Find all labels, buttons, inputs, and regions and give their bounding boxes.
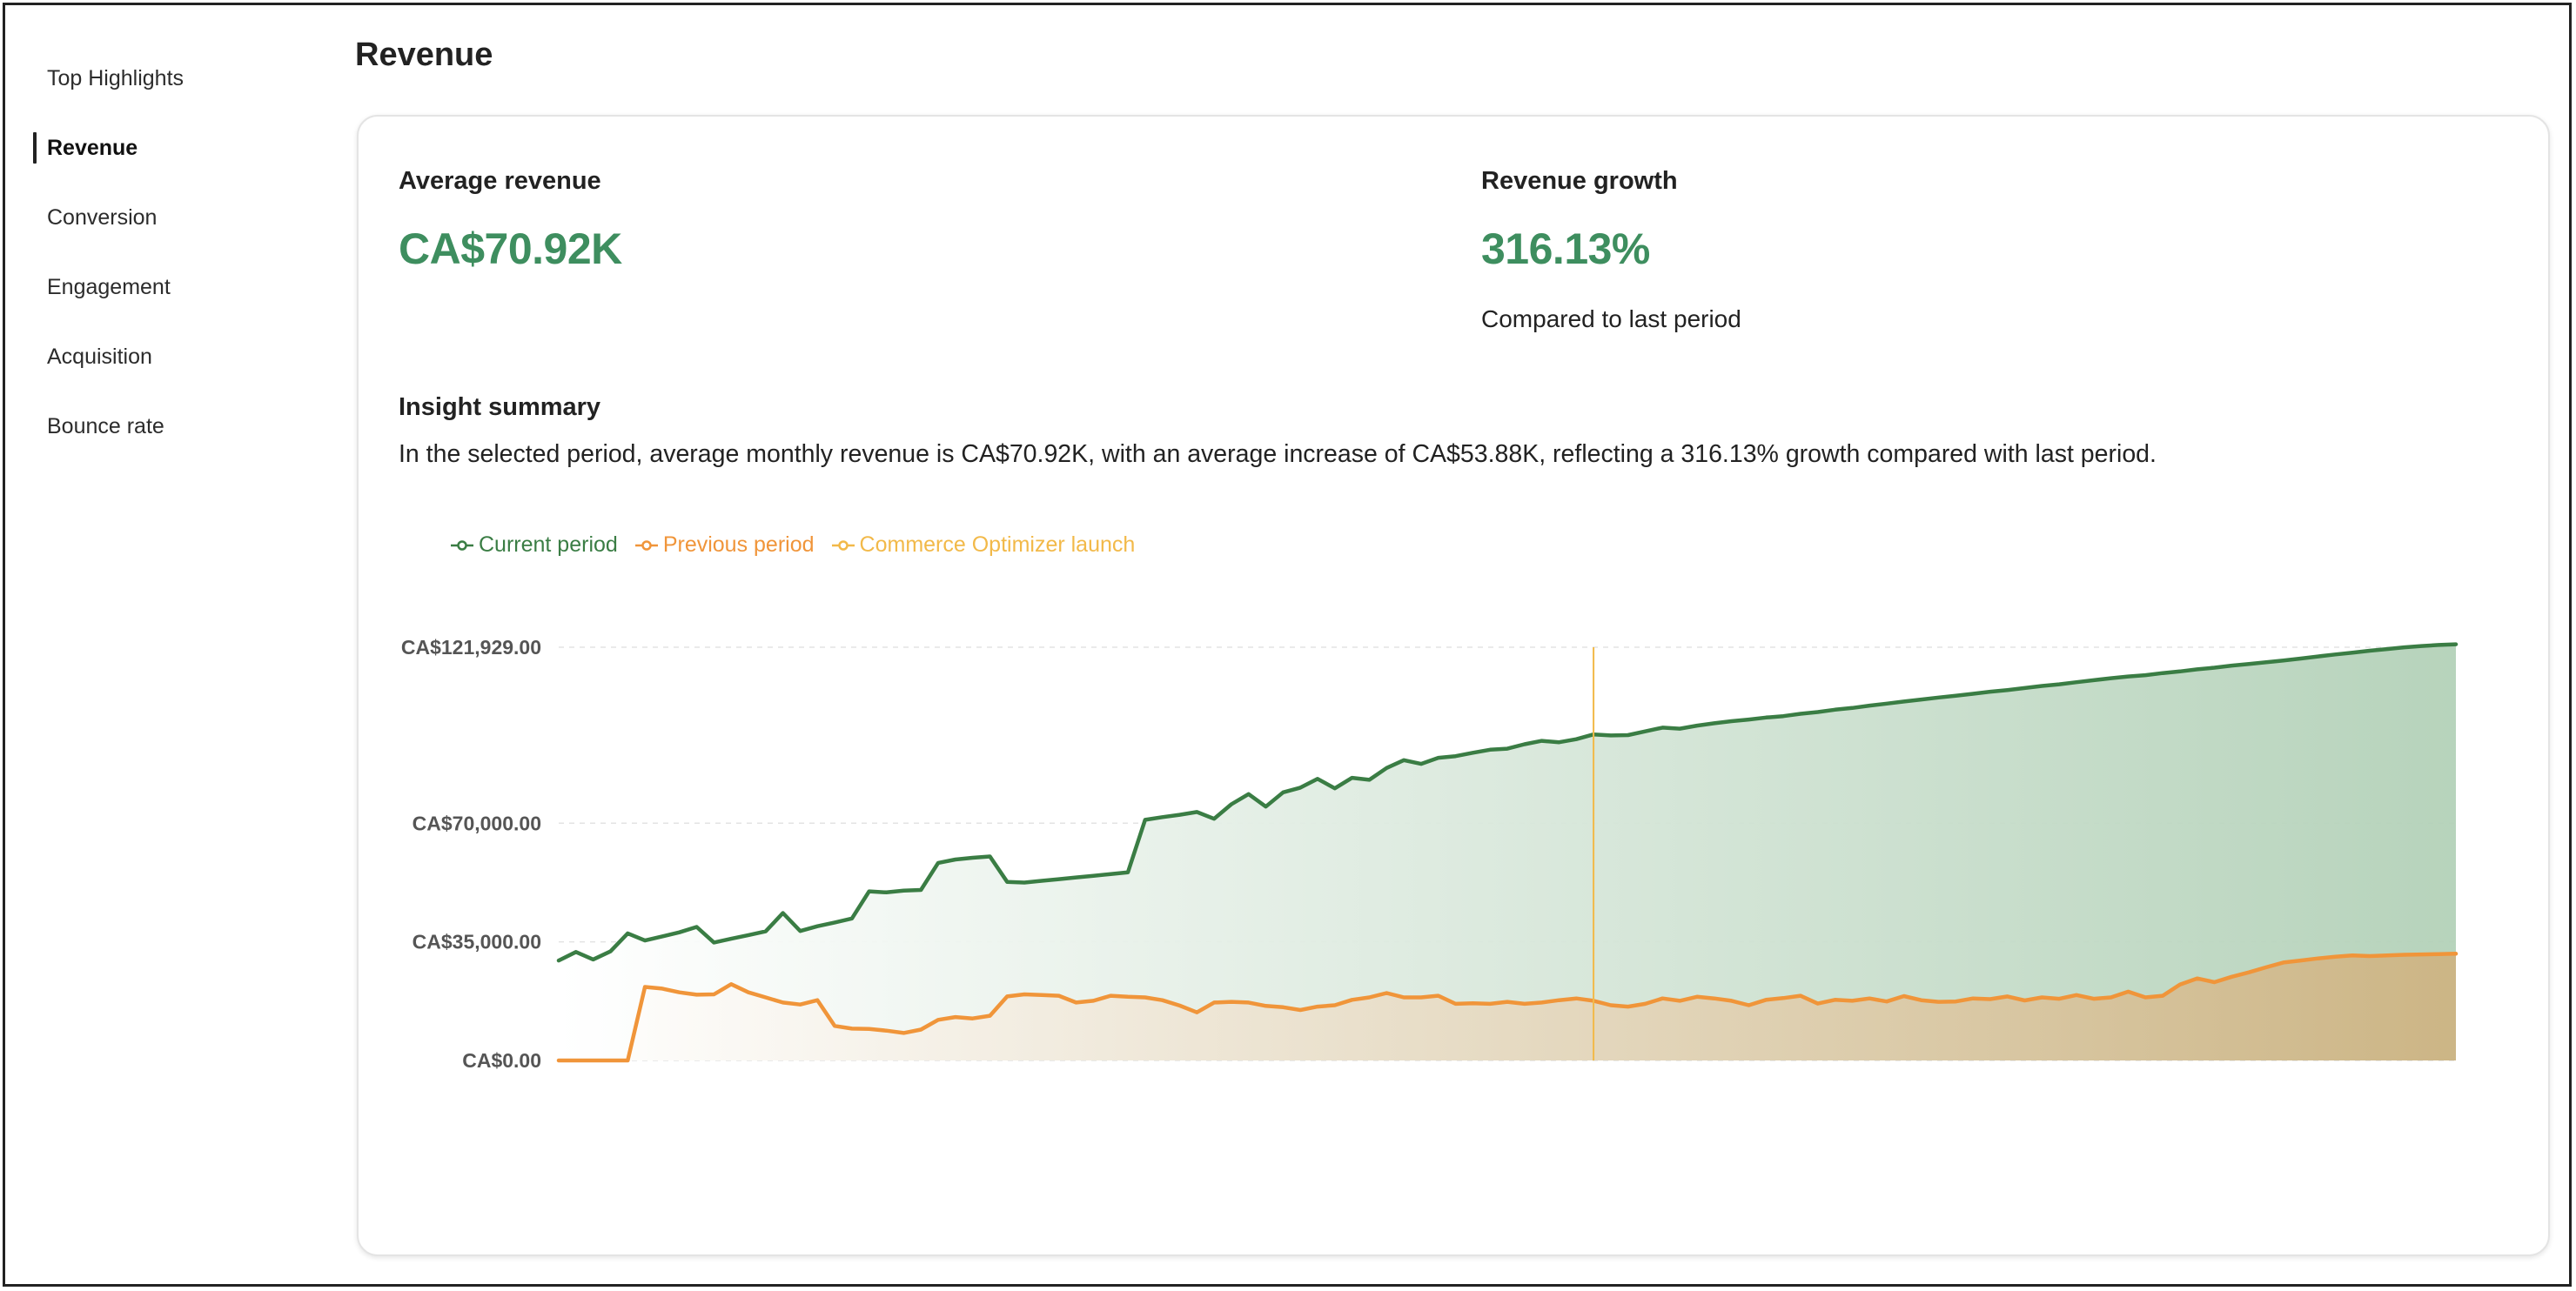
- legend-label-current: Current period: [479, 532, 618, 558]
- legend-item-previous[interactable]: Previous period: [635, 532, 815, 558]
- revenue-growth-metric: Revenue growth 316.13% Compared to last …: [1481, 167, 1741, 333]
- revenue-card: Average revenue CA$70.92K Revenue growth…: [357, 115, 2550, 1256]
- legend-label-launch: Commerce Optimizer launch: [860, 532, 1136, 558]
- current-period-marker-icon: [451, 539, 473, 552]
- insight-summary-title: Insight summary: [399, 393, 600, 422]
- revenue-growth-value: 316.13%: [1481, 224, 1741, 274]
- launch-marker-icon: [832, 539, 855, 552]
- sidebar-item-bounce-rate[interactable]: Bounce rate: [33, 391, 294, 461]
- revenue-growth-comparison: Compared to last period: [1481, 305, 1741, 333]
- average-revenue-value: CA$70.92K: [399, 224, 622, 274]
- chart-legend: Current period Previous period Commerce …: [451, 532, 1135, 558]
- legend-item-launch[interactable]: Commerce Optimizer launch: [832, 532, 1136, 558]
- sidebar: Top Highlights Revenue Conversion Engage…: [33, 43, 294, 461]
- y-tick-label: CA$70,000.00: [413, 812, 541, 834]
- y-tick-label: CA$0.00: [462, 1049, 541, 1072]
- revenue-chart: CA$0.00 CA$35,000.00 CA$70,000.00 CA$121,92…: [359, 604, 2548, 1213]
- insight-summary-text: In the selected period, average monthly …: [399, 440, 2157, 469]
- average-revenue-metric: Average revenue CA$70.92K: [399, 167, 622, 274]
- revenue-growth-label: Revenue growth: [1481, 167, 1741, 196]
- previous-period-marker-icon: [635, 539, 658, 552]
- legend-label-previous: Previous period: [663, 532, 815, 558]
- y-tick-label: CA$35,000.00: [413, 931, 541, 953]
- y-tick-label: CA$121,929.00: [401, 636, 541, 659]
- page-title: Revenue: [355, 37, 493, 74]
- sidebar-item-conversion[interactable]: Conversion: [33, 183, 294, 252]
- sidebar-item-acquisition[interactable]: Acquisition: [33, 322, 294, 391]
- sidebar-item-revenue[interactable]: Revenue: [33, 113, 294, 183]
- sidebar-item-engagement[interactable]: Engagement: [33, 252, 294, 322]
- legend-item-current[interactable]: Current period: [451, 532, 618, 558]
- average-revenue-label: Average revenue: [399, 167, 622, 196]
- sidebar-item-top-highlights[interactable]: Top Highlights: [33, 43, 294, 113]
